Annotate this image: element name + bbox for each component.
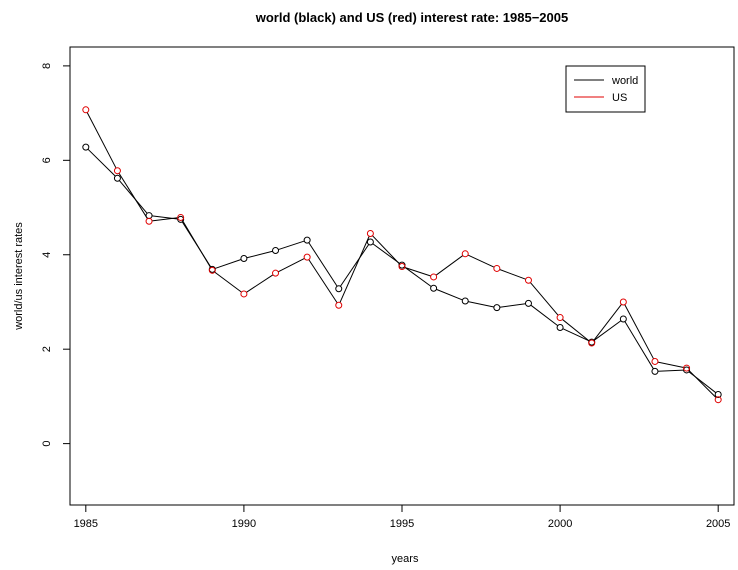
series-us-point-1987 [145, 217, 153, 225]
series-us-segment [246, 274, 274, 293]
series-world-point-2005 [714, 391, 722, 399]
series-world-point-1994 [366, 238, 374, 246]
series-world-point-1991 [272, 247, 280, 255]
plot-frame [69, 46, 735, 506]
legend-label-us: US [612, 92, 627, 104]
x-tick-label-1985: 1985 [74, 518, 98, 530]
series-us-segment [530, 282, 559, 316]
series-world-segment [340, 244, 370, 287]
series-world-segment [118, 180, 148, 214]
series-us-segment [308, 259, 338, 304]
series-world-point-2000 [556, 323, 564, 331]
series-us-segment [499, 269, 526, 280]
series-us-segment [657, 361, 684, 368]
y-axis-label: world/us interest rates [13, 222, 25, 331]
series-us-point-1998 [493, 264, 501, 272]
series-us-point-2002 [619, 298, 627, 306]
series-us-segment [181, 219, 212, 269]
y-tick-label-2: 2 [41, 346, 53, 352]
series-world-segment [562, 328, 590, 342]
series-us-point-1991 [272, 269, 280, 277]
series-world-point-2003 [651, 367, 659, 375]
series-world-segment [593, 320, 622, 341]
series-world-point-1996 [430, 284, 438, 292]
series-world-segment [436, 288, 463, 301]
series-us-point-1990 [240, 290, 248, 298]
x-tick-label-2005: 2005 [706, 518, 730, 530]
series-us-segment [593, 304, 622, 341]
series-us-segment [214, 271, 242, 293]
series-world-point-1985 [82, 143, 90, 151]
series-world-point-1993 [335, 285, 343, 293]
series-world-point-1988 [177, 215, 185, 223]
series-us-point-1993 [335, 301, 343, 309]
series-world-segment [87, 148, 116, 177]
series-us-point-1995 [398, 263, 406, 271]
series-us-point-1994 [366, 230, 374, 238]
series-world-segment [372, 243, 400, 264]
series-world-point-2002 [619, 315, 627, 323]
series-world-segment [624, 321, 654, 370]
series-world-segment [278, 240, 305, 251]
series-world-segment [499, 303, 526, 308]
series-us-point-1999 [524, 276, 532, 284]
series-world-point-1990 [240, 255, 248, 263]
series-layer [82, 106, 722, 404]
series-us-segment [467, 254, 495, 268]
series-us-point-2001 [588, 339, 596, 347]
x-axis: 1985 1990 1995 2000 2005 [74, 505, 730, 530]
x-axis-label: years [392, 553, 419, 565]
series-us-segment [372, 235, 401, 265]
series-us-point-2005 [714, 396, 722, 404]
series-us-point-1992 [303, 253, 311, 261]
series-us-segment [151, 217, 178, 222]
series-us-point-1985 [82, 106, 90, 114]
y-tick-label-6: 6 [41, 157, 53, 163]
y-tick-label-4: 4 [41, 252, 53, 258]
series-us [82, 106, 722, 404]
series-us-segment [339, 236, 370, 303]
x-tick-label-2000: 2000 [548, 518, 572, 530]
series-world-segment [214, 259, 242, 269]
series-world-segment [657, 369, 684, 372]
series-us-segment [624, 304, 654, 360]
series-us-point-1989 [208, 266, 216, 274]
series-us-point-2003 [651, 357, 659, 365]
series-us-segment [86, 112, 117, 169]
series-us-segment [277, 258, 305, 273]
series-us-point-1988 [177, 213, 185, 221]
series-us-point-2000 [556, 314, 564, 322]
y-axis: 0 2 4 6 8 [41, 63, 70, 447]
series-world-segment [468, 301, 495, 308]
series-world-point-1997 [461, 297, 469, 305]
legend-box [565, 65, 646, 113]
y-tick-label-8: 8 [41, 63, 53, 69]
series-world-point-1999 [524, 299, 532, 307]
series-us-segment [118, 172, 148, 219]
series-world [82, 143, 722, 399]
series-us-segment [688, 369, 717, 398]
series-us-point-1996 [430, 273, 438, 281]
series-world-segment [246, 250, 273, 259]
series-world-point-1986 [113, 174, 121, 182]
series-world-segment [308, 242, 338, 287]
series-us-point-1986 [113, 167, 121, 175]
series-us-segment [404, 267, 431, 277]
series-us-segment [435, 255, 464, 276]
series-us-point-1997 [461, 250, 469, 258]
series-world-segment [404, 266, 432, 287]
series-us-point-2004 [683, 364, 691, 372]
series-us-segment [562, 319, 590, 342]
y-tick-label-0: 0 [41, 441, 53, 447]
chart-title: world (black) and US (red) interest rate… [255, 10, 568, 25]
series-world-point-1998 [493, 304, 501, 312]
series-world-point-1992 [303, 236, 311, 244]
x-tick-label-1990: 1990 [232, 518, 256, 530]
x-tick-label-1995: 1995 [390, 518, 414, 530]
legend: world US [565, 65, 646, 113]
series-world-segment [530, 304, 559, 327]
legend-label-world: world [611, 75, 638, 87]
series-world-point-2004 [683, 366, 691, 374]
